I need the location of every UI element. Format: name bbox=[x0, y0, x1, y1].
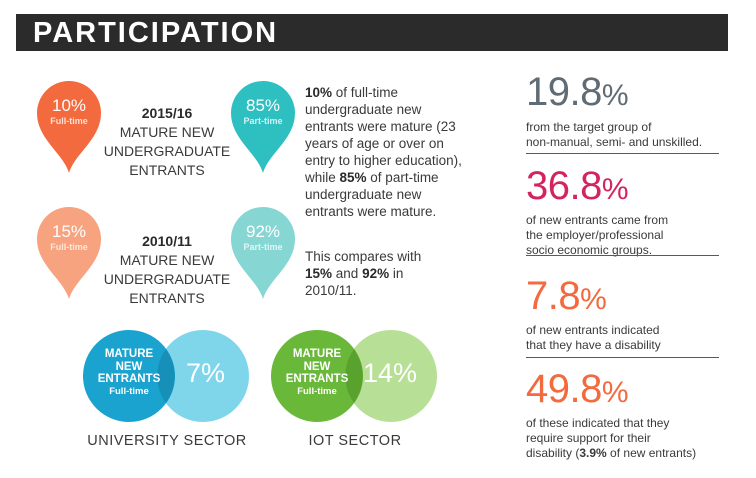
paragraph-text: in 2010/11. bbox=[305, 266, 404, 298]
venn-circle-right bbox=[157, 330, 249, 422]
venn-label-line: ENTRANTS bbox=[97, 373, 161, 385]
stat-block: 36.8% of new entrants came from the emplo… bbox=[526, 166, 726, 258]
highlight-value: 10% bbox=[305, 85, 333, 100]
venn-label-line: ENTRANTS bbox=[285, 373, 349, 385]
stat-value: 19.8% bbox=[526, 70, 629, 114]
paragraph-text: This compares with bbox=[305, 249, 422, 264]
pin-value: 85% bbox=[246, 96, 280, 115]
center-label-2015: 2015/16 MATURE NEW UNDERGRADUATE ENTRANT… bbox=[100, 104, 234, 180]
pin-label: Part-time bbox=[243, 242, 282, 252]
iot-sector-caption: IOT SECTOR bbox=[308, 433, 402, 449]
pin-label: Full-time bbox=[50, 242, 88, 252]
stat-block: 49.8% of these indicated that they requir… bbox=[526, 369, 736, 461]
divider bbox=[526, 357, 719, 358]
header-bar: PARTICIPATION bbox=[16, 14, 728, 51]
venn-university-label: MATURE NEW ENTRANTS Full-time bbox=[84, 348, 174, 398]
paragraph-text: of full-time undergraduate new entrants … bbox=[305, 85, 462, 185]
venn-university bbox=[83, 330, 249, 422]
venn-label-line: Full-time bbox=[297, 385, 337, 397]
venn-circle-left bbox=[271, 330, 363, 422]
venn-iot bbox=[271, 330, 437, 422]
venn-label-line: MATURE bbox=[292, 348, 342, 360]
venn-circle-left bbox=[83, 330, 175, 422]
venn-iot-value: 14% bbox=[363, 358, 418, 388]
pin-fulltime-2015: 10% Full-time bbox=[37, 81, 101, 173]
university-sector-caption: UNIVERSITY SECTOR bbox=[87, 433, 247, 449]
paragraph-text: and bbox=[332, 266, 363, 281]
stat-block: 7.8% of new entrants indicated that they … bbox=[526, 276, 726, 353]
center-line: ENTRANTS bbox=[129, 162, 205, 178]
stat-value: 36.8% bbox=[526, 164, 629, 208]
center-line: MATURE NEW bbox=[119, 252, 215, 268]
venn-label-line: MATURE bbox=[104, 348, 154, 360]
divider bbox=[526, 255, 719, 256]
center-label-2010: 2010/11 MATURE NEW UNDERGRADUATE ENTRANT… bbox=[100, 232, 234, 308]
highlight-value: 92% bbox=[362, 266, 390, 281]
pin-label: Full-time bbox=[50, 116, 88, 126]
pin-value: 15% bbox=[52, 222, 86, 241]
pin-value: 10% bbox=[52, 96, 86, 115]
pin-shape bbox=[37, 81, 101, 173]
pin-shape bbox=[231, 207, 295, 299]
pin-value: 92% bbox=[246, 222, 280, 241]
center-line: UNDERGRADUATE bbox=[103, 143, 231, 159]
stat-block: 19.8% from the target group of non-manual… bbox=[526, 72, 726, 150]
stat-description: from the target group of non-manual, semi… bbox=[526, 120, 703, 149]
venn-overlap bbox=[345, 349, 363, 403]
pin-shape bbox=[37, 207, 101, 299]
year-label: 2010/11 bbox=[142, 233, 192, 249]
stat-value: 49.8% bbox=[526, 367, 629, 411]
venn-overlap bbox=[157, 349, 175, 403]
center-line: ENTRANTS bbox=[129, 290, 205, 306]
center-line: UNDERGRADUATE bbox=[103, 271, 231, 287]
pin-parttime-2015: 85% Part-time bbox=[231, 81, 295, 173]
paragraph-text: of part-time undergraduate new entrants … bbox=[305, 170, 439, 219]
page-title: PARTICIPATION bbox=[33, 17, 279, 49]
venn-label-line: Full-time bbox=[109, 385, 149, 397]
divider bbox=[526, 153, 719, 154]
paragraph-2010: This compares with 15% and 92% in 2010/1… bbox=[305, 248, 435, 299]
venn-label-line: NEW bbox=[303, 360, 331, 373]
pin-fulltime-2010: 15% Full-time bbox=[37, 207, 101, 299]
venn-iot-label: MATURE NEW ENTRANTS Full-time bbox=[272, 348, 362, 398]
center-line: MATURE NEW bbox=[119, 124, 215, 140]
pin-parttime-2010: 92% Part-time bbox=[231, 207, 295, 299]
venn-circle-right bbox=[345, 330, 437, 422]
stat-description: of these indicated that they require supp… bbox=[526, 416, 697, 460]
venn-label-line: NEW bbox=[115, 360, 143, 373]
stat-value: 7.8% bbox=[526, 274, 607, 318]
paragraph-2015: 10% of full-time undergraduate new entra… bbox=[305, 84, 465, 220]
year-label: 2015/16 bbox=[141, 105, 193, 121]
pin-shape bbox=[231, 81, 295, 173]
highlight-value: 15% bbox=[305, 266, 333, 281]
venn-university-value: 7% bbox=[186, 358, 226, 388]
pin-label: Part-time bbox=[243, 116, 282, 126]
highlight-value: 85% bbox=[339, 170, 367, 185]
stat-description: of new entrants came from the employer/pr… bbox=[526, 213, 669, 257]
stat-description: of new entrants indicated that they have … bbox=[526, 323, 661, 352]
